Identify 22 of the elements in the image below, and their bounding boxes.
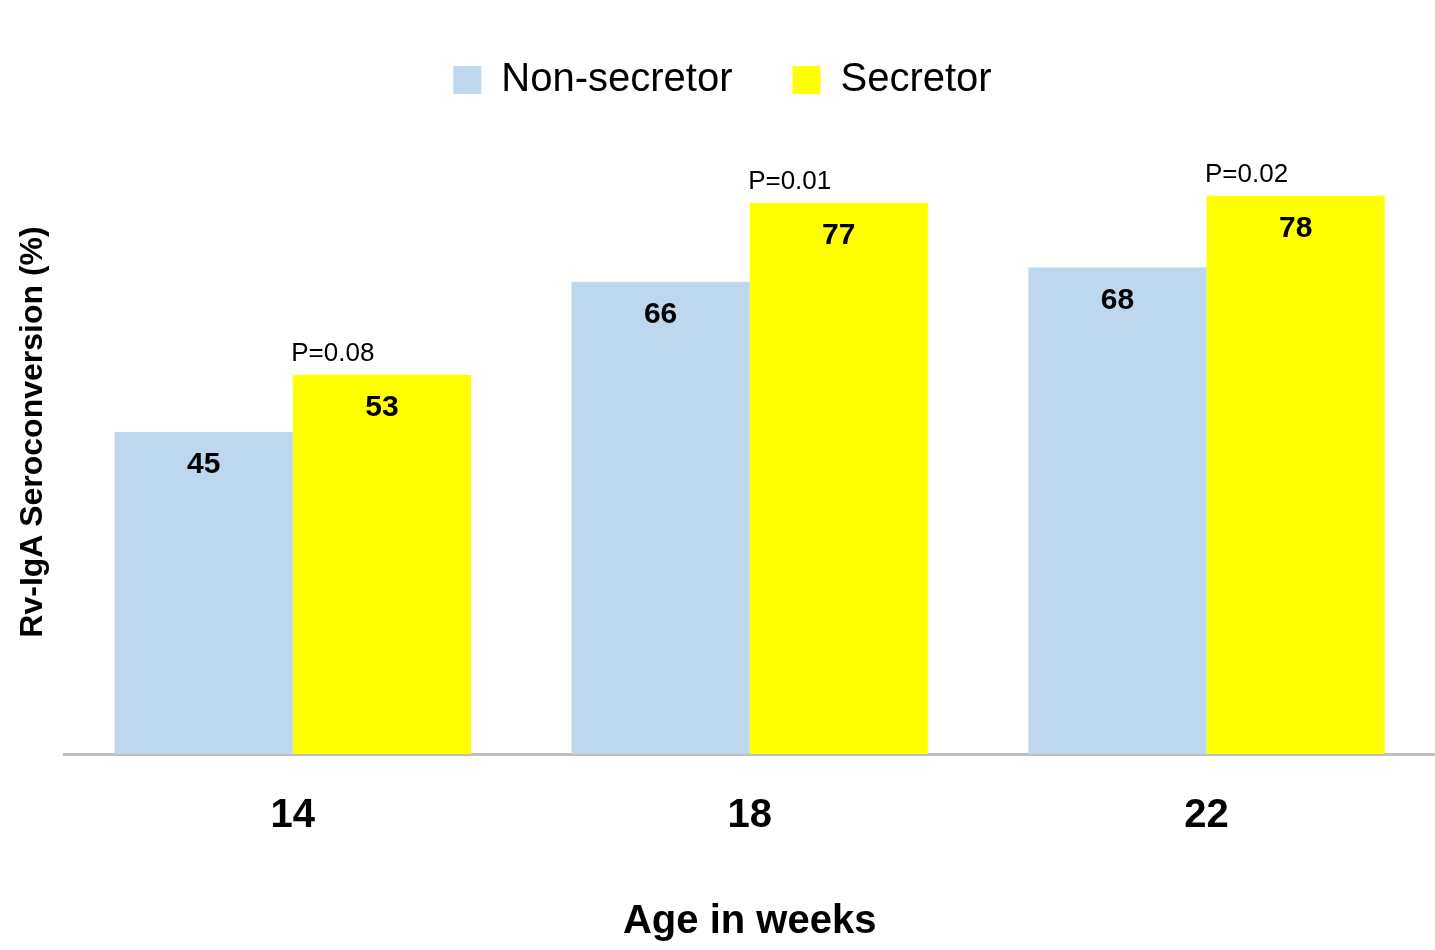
annotation: P=0.08 xyxy=(291,336,375,367)
bar xyxy=(292,374,472,754)
data-label: 45 xyxy=(187,446,221,480)
legend-label: Secretor xyxy=(840,55,992,100)
legend-label: Non-secretor xyxy=(501,55,733,100)
data-label: 66 xyxy=(643,296,678,329)
bar xyxy=(114,432,293,754)
data-label: 53 xyxy=(365,389,399,423)
y-axis-title: Rv-IgA Seroconversion (%) xyxy=(13,226,50,638)
data-label: 78 xyxy=(1278,210,1313,244)
x-tick-label: 14 xyxy=(270,791,316,836)
data-label: 68 xyxy=(1100,281,1135,315)
text: P=0.02 xyxy=(1205,158,1289,189)
x-axis-title: Age in weeks xyxy=(622,897,877,942)
x-tick-label: 18 xyxy=(727,791,772,836)
bar xyxy=(1028,267,1207,754)
bar xyxy=(571,281,750,754)
bar xyxy=(749,203,928,754)
x-tick-label: 22 xyxy=(1184,791,1229,836)
data-label: 77 xyxy=(822,217,856,251)
bar xyxy=(1206,195,1385,754)
text: P=0.01 xyxy=(748,165,832,196)
